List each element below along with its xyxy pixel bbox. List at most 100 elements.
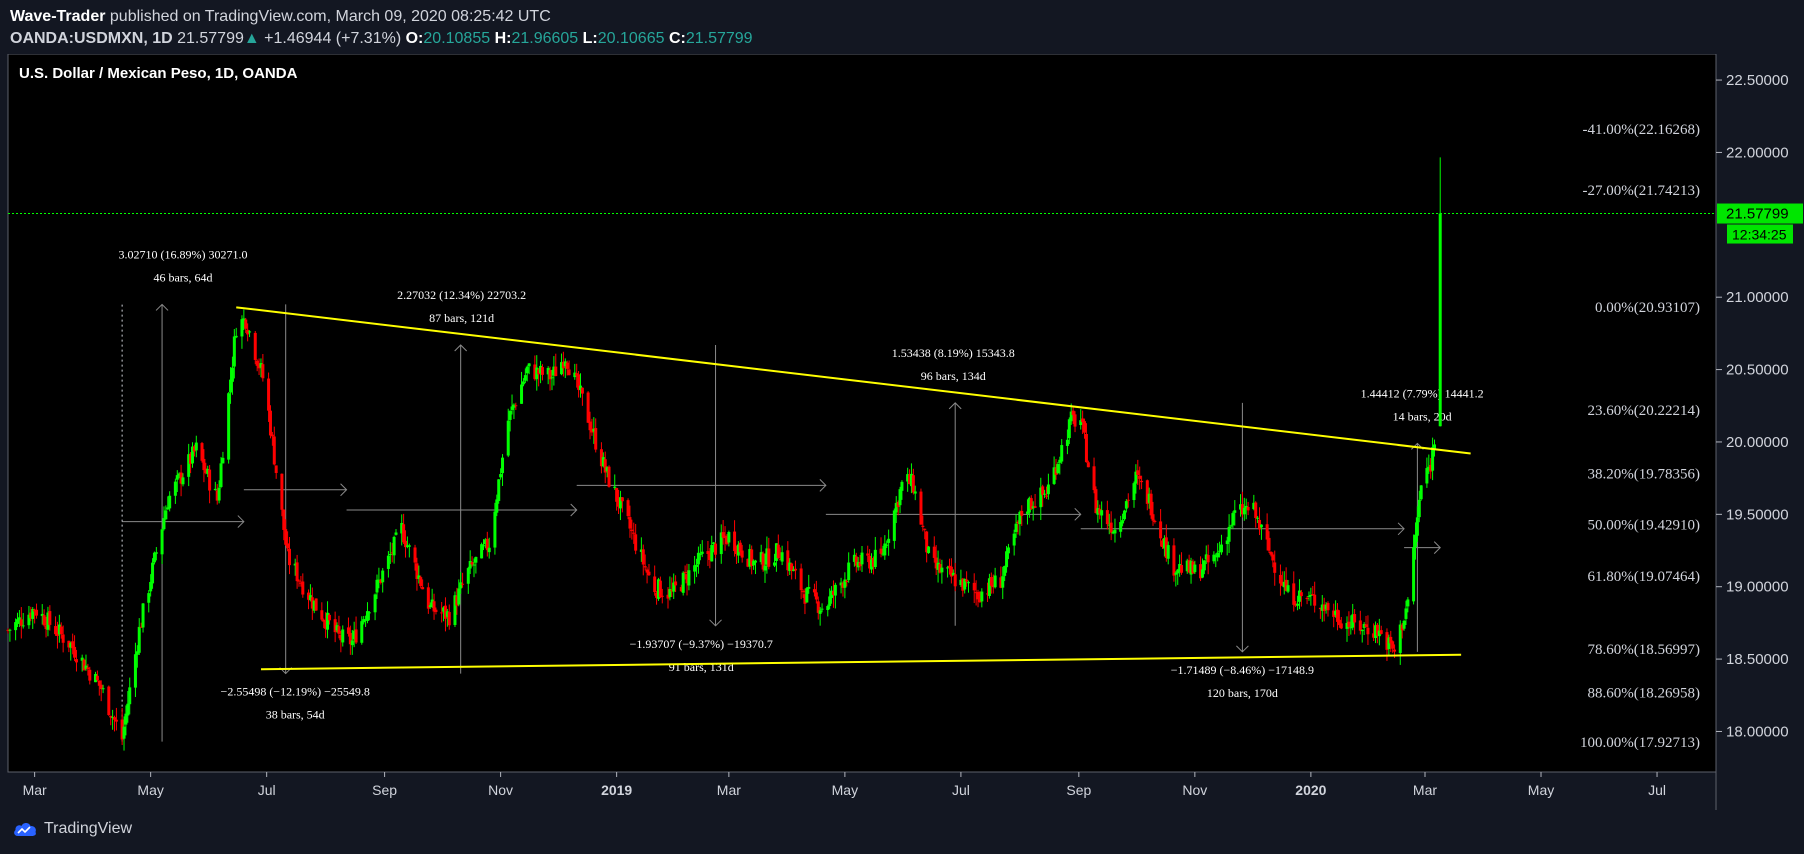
candle-body [417, 575, 421, 579]
candle-body [658, 580, 662, 598]
brand-text: TradingView [44, 820, 133, 837]
candle-body [965, 579, 969, 582]
candle-body [790, 563, 794, 571]
candle-body [567, 369, 571, 376]
candle-body [1311, 594, 1315, 596]
candle-body [1393, 649, 1397, 652]
candle-body [592, 429, 596, 432]
candle-body [590, 428, 594, 433]
candle-body [307, 592, 311, 600]
candle-body [350, 640, 354, 646]
candle-body [1193, 564, 1197, 573]
candle-body [1003, 565, 1007, 576]
y-tick-label: 19.00000 [1726, 579, 1789, 596]
candle-body [1033, 506, 1037, 508]
candle-body [1427, 466, 1431, 471]
candle-body [472, 564, 476, 566]
candle-body [434, 609, 438, 613]
candle-body [953, 574, 957, 587]
candle-body [1159, 521, 1163, 539]
candle-body [1269, 551, 1273, 555]
candle-body [588, 421, 592, 431]
candle-body [1138, 475, 1142, 479]
candle-body [392, 536, 396, 556]
candle-body [854, 556, 858, 566]
candle-body [603, 459, 607, 473]
candle-body [1113, 529, 1117, 534]
measure-label-bars: 87 bars, 121d [429, 311, 494, 325]
candle-body [1389, 636, 1393, 644]
low-label: L: [582, 30, 598, 47]
chart-canvas[interactable]: U.S. Dollar / Mexican Peso, 1D, OANDA -4… [0, 54, 1804, 810]
candle-body [1322, 604, 1326, 612]
candle-body [240, 319, 244, 337]
candle-body [459, 582, 463, 589]
candle-body [322, 619, 326, 622]
candle-body [1018, 511, 1022, 525]
candle-body [919, 491, 923, 525]
time-axis[interactable]: Mar May Jul Sep Nov 2019 Mar May Jul Sep Nov 2020 Ma… [23, 772, 1666, 798]
candle-body [738, 542, 742, 553]
candle-body [147, 593, 151, 603]
candle-body [480, 544, 484, 559]
trendlines[interactable] [236, 306, 1471, 671]
candle-body [229, 379, 233, 393]
candle-body [748, 549, 752, 567]
candle-body [341, 629, 345, 643]
candle-body [354, 629, 358, 643]
candle-body [685, 574, 689, 584]
candle-body [215, 490, 219, 501]
candle-body [681, 572, 685, 593]
candle-body [73, 646, 77, 658]
candle-body [1271, 554, 1275, 561]
candle-body [579, 385, 583, 391]
time-axis-background[interactable] [8, 772, 1716, 810]
measure-arrowhead [570, 503, 578, 517]
measure-label-bars: 38 bars, 54d [266, 708, 325, 722]
candle-body [1043, 493, 1047, 495]
measure-arrowhead [709, 619, 722, 627]
candle-body [1199, 564, 1203, 579]
candle-body [1067, 419, 1071, 439]
measure-label-bars: 14 bars, 20d [1393, 409, 1452, 423]
candle-body [400, 523, 404, 534]
candle-body [868, 555, 872, 569]
candle-body [255, 360, 259, 366]
candle-body [415, 563, 419, 579]
candle-body [190, 446, 194, 464]
candle-body [1145, 480, 1149, 504]
y-tick-label: 18.00000 [1726, 723, 1789, 740]
candle-body [1313, 594, 1317, 606]
candle-body [1349, 627, 1353, 629]
candle-body [137, 626, 141, 653]
candle-body [46, 612, 50, 630]
candle-body [67, 640, 71, 648]
cloud-icon [14, 823, 36, 836]
candle-body [1362, 624, 1366, 628]
candle-body [961, 578, 965, 591]
candle-body [1166, 545, 1170, 559]
candle-body [1054, 468, 1058, 475]
candle-body [1258, 519, 1262, 530]
high-label: H: [494, 30, 512, 47]
candle-body [986, 593, 990, 595]
measure-label-change: 1.53438 (8.19%) 15343.8 [892, 346, 1015, 360]
tradingview-logo[interactable]: TradingView [12, 820, 132, 838]
candle-body [362, 619, 366, 623]
publisher-name[interactable]: Wave-Trader [10, 8, 106, 25]
candle-body [991, 584, 995, 588]
candle-body [993, 575, 997, 588]
symbol-label[interactable]: OANDA:USDMXN, 1D [10, 30, 173, 47]
price-axis-background[interactable] [1716, 54, 1804, 772]
candle-body [1229, 525, 1233, 527]
candle-body [972, 582, 976, 591]
price-axis[interactable]: 22.50000 22.00000 21.00000 20.50000 20.00000… [1716, 72, 1789, 740]
y-tick-label: 22.00000 [1726, 144, 1789, 161]
candle-body [708, 552, 712, 560]
measure-label-bars: 120 bars, 170d [1207, 686, 1278, 700]
measure-label-change: −1.71489 (−8.46%) −17148.9 [1171, 663, 1314, 677]
measure-label-bars: 96 bars, 134d [921, 369, 986, 383]
candle-body [666, 594, 670, 599]
candle-body [1225, 540, 1229, 545]
candle-body [206, 468, 210, 474]
